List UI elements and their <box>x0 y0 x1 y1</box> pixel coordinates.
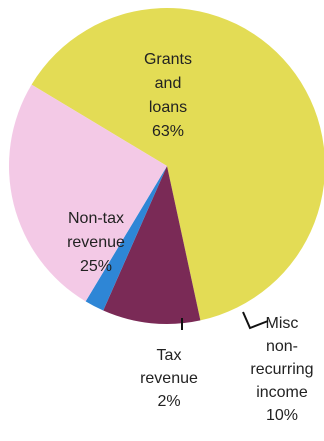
pie-slices <box>9 8 324 324</box>
pie-labels: Grants and loans 63% Misc non-recurring income… <box>67 51 313 424</box>
pie-label-line: Grants <box>144 51 192 68</box>
pie-label-line: recurring <box>250 361 313 378</box>
pie-label-line: Non-tax <box>68 210 124 227</box>
pie-label-tax-revenue: Tax revenue 2% <box>140 347 198 410</box>
pie-label-line: revenue <box>140 370 198 387</box>
pie-label-line: 63% <box>152 123 184 140</box>
pie-slice-tax-revenue <box>85 166 167 311</box>
pie-label-line: 10% <box>266 407 298 424</box>
pie-label-non-tax-revenue: Non-tax revenue 25% <box>67 210 125 275</box>
pie-label-line: and <box>155 75 182 92</box>
pie-label-misc-non-recurring-income: Misc non-recurring income 10% <box>250 315 313 424</box>
pie-label-line: 25% <box>80 258 112 275</box>
pie-label-line: 2% <box>157 393 180 410</box>
pie-slice-grants-and-loans <box>31 8 324 321</box>
pie-label-line: Tax <box>157 347 182 364</box>
pie-label-line: Misc <box>266 315 299 332</box>
pie-label-line: loans <box>149 99 187 116</box>
pie-label-line: revenue <box>67 234 125 251</box>
pie-label-grants-and-loans: Grants and loans 63% <box>144 51 192 140</box>
pie-label-line: non- <box>266 338 298 355</box>
leader-lines <box>181 311 269 330</box>
pie-slice-non-tax-revenue <box>9 84 168 302</box>
pie-label-line: income <box>256 384 308 401</box>
leader-line-misc-non-recurring-income <box>242 311 269 330</box>
pie-slice-misc-non-recurring-income <box>103 166 201 324</box>
